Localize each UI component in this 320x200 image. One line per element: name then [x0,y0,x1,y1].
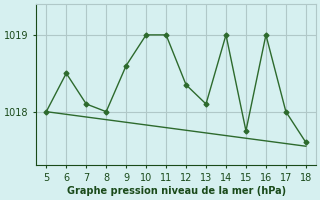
X-axis label: Graphe pression niveau de la mer (hPa): Graphe pression niveau de la mer (hPa) [67,186,286,196]
